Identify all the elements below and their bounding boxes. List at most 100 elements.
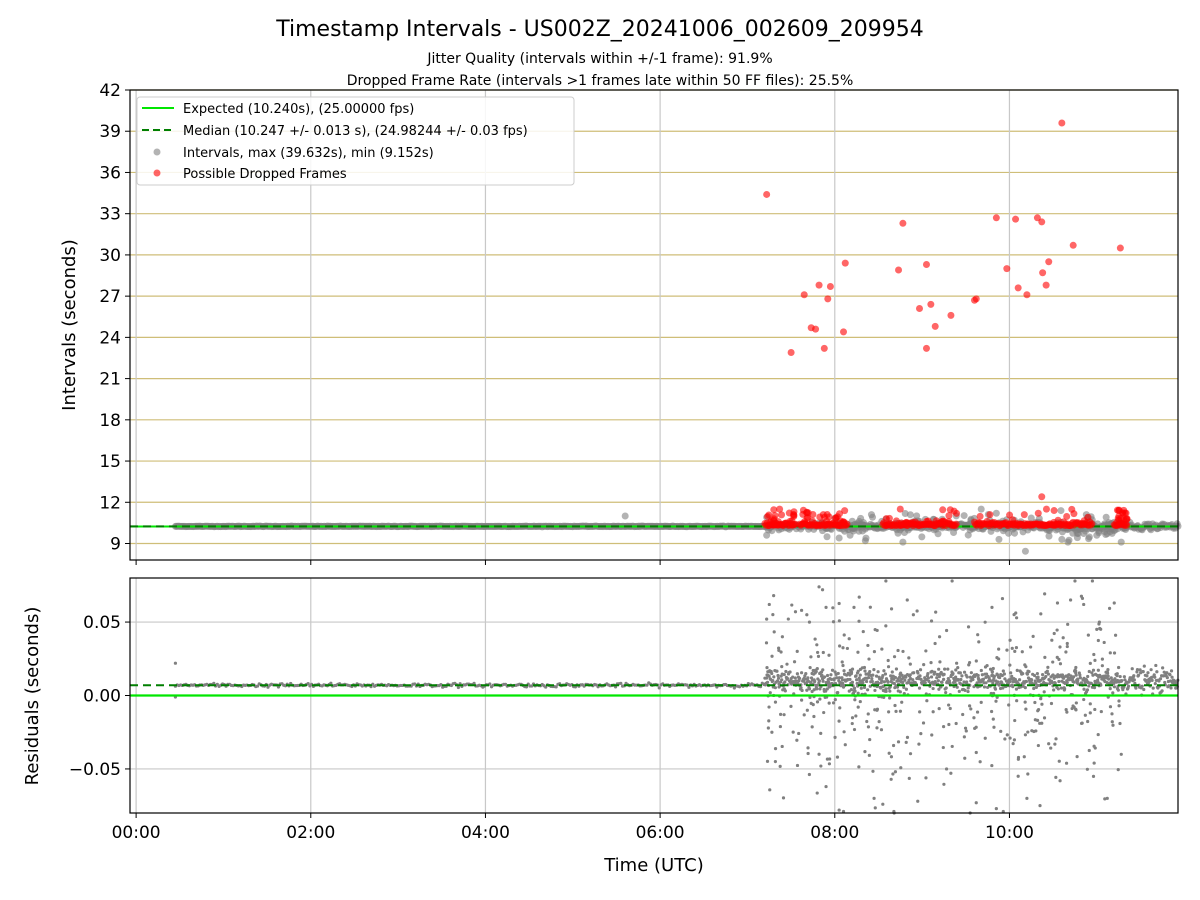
residual-point: [1034, 729, 1038, 733]
residual-point: [958, 681, 962, 686]
dropped-point: [785, 509, 793, 517]
residual-point: [845, 646, 850, 651]
residual-point: [873, 627, 877, 632]
residual-point: [979, 700, 983, 704]
residual-point: [1001, 809, 1005, 814]
residual-point: [1168, 673, 1172, 677]
residual-point: [900, 700, 904, 704]
residual-point: [778, 724, 782, 729]
residual-point: [792, 679, 796, 684]
residual-point: [329, 681, 333, 685]
residual-point: [819, 674, 824, 678]
residual-point: [926, 672, 930, 676]
residual-point: [1054, 775, 1058, 779]
residual-point: [1134, 686, 1138, 690]
residual-point: [812, 678, 816, 682]
residual-point: [1079, 721, 1084, 726]
residual-point: [966, 686, 970, 690]
residual-point: [1011, 685, 1015, 689]
residual-point: [1032, 673, 1037, 678]
residual-point: [991, 666, 995, 671]
residual-point: [868, 737, 872, 742]
dropped-point: [882, 515, 890, 523]
residual-point: [1074, 708, 1078, 712]
dropped-point: [824, 295, 832, 303]
residual-point: [849, 670, 854, 674]
residual-point: [1020, 650, 1024, 654]
bottom-ytick-label: 0.05: [83, 613, 121, 633]
residual-point: [1106, 674, 1110, 678]
dropped-point: [1042, 505, 1050, 513]
residual-point: [1030, 729, 1034, 733]
residual-point: [815, 643, 819, 647]
dropped-point: [976, 512, 984, 520]
residual-point: [1064, 650, 1068, 654]
residual-point: [896, 648, 900, 653]
residual-point: [969, 707, 973, 711]
residual-point: [975, 710, 980, 714]
residual-point: [1078, 676, 1082, 680]
dropped-point: [899, 219, 907, 227]
residual-point: [657, 686, 661, 690]
residual-point: [866, 688, 870, 692]
residual-point: [1095, 627, 1099, 632]
residual-point: [1082, 602, 1086, 607]
residual-point: [876, 670, 880, 674]
dropped-point: [774, 518, 782, 526]
residual-point: [1076, 677, 1080, 681]
residual-point: [817, 752, 821, 756]
residual-point: [1074, 701, 1078, 705]
residual-point: [784, 669, 788, 674]
residual-point: [1000, 681, 1004, 685]
residual-point: [1111, 723, 1115, 727]
residual-point: [1157, 679, 1161, 683]
legend: Expected (10.240s), (25.00000 fps) Media…: [136, 96, 575, 186]
residual-point: [981, 677, 986, 681]
interval-point: [1005, 529, 1013, 537]
residual-point: [1087, 684, 1091, 688]
residual-point: [1152, 673, 1156, 677]
residual-point: [1031, 634, 1035, 638]
residual-point: [1107, 606, 1112, 610]
residual-point: [993, 687, 998, 691]
residual-point: [904, 675, 908, 679]
bottom-xtick-label: 02:00: [286, 823, 335, 843]
residual-point: [1083, 713, 1087, 717]
residual-point: [883, 672, 888, 676]
residual-point: [1015, 668, 1019, 672]
residual-point: [835, 676, 839, 680]
residual-point: [1149, 668, 1153, 672]
top-ytick-label: 42: [99, 81, 121, 101]
residual-point: [1027, 670, 1031, 674]
residual-point: [772, 630, 776, 634]
top-ylabel: Intervals (seconds): [59, 239, 80, 411]
residual-point: [1090, 671, 1094, 675]
residual-point: [879, 728, 884, 732]
legend-intervals-label: Intervals, max (39.632s), min (9.152s): [183, 146, 434, 161]
residual-point: [854, 714, 858, 718]
residual-point: [829, 673, 833, 677]
top-ytick-label: 15: [99, 452, 121, 472]
residual-point: [978, 760, 982, 764]
dropped-point: [939, 506, 947, 514]
residual-point: [858, 699, 862, 704]
residual-point: [918, 674, 922, 678]
interval-point: [992, 509, 1000, 517]
residual-point: [1038, 678, 1043, 683]
bottom-ytick-label: −0.05: [69, 760, 121, 780]
residual-point: [1033, 700, 1037, 705]
residual-point: [996, 680, 1000, 684]
residual-point: [944, 686, 948, 690]
residual-point: [929, 675, 934, 679]
residual-point: [1049, 701, 1054, 706]
residual-point: [1153, 675, 1157, 679]
residual-point: [997, 647, 1001, 651]
residual-point: [771, 678, 775, 683]
residual-point: [1061, 636, 1065, 640]
residual-point: [1111, 691, 1115, 695]
residual-point: [1038, 804, 1042, 808]
dropped-point: [812, 325, 820, 333]
residual-point: [783, 680, 787, 684]
dropped-point: [922, 344, 930, 352]
residual-point: [811, 668, 815, 673]
